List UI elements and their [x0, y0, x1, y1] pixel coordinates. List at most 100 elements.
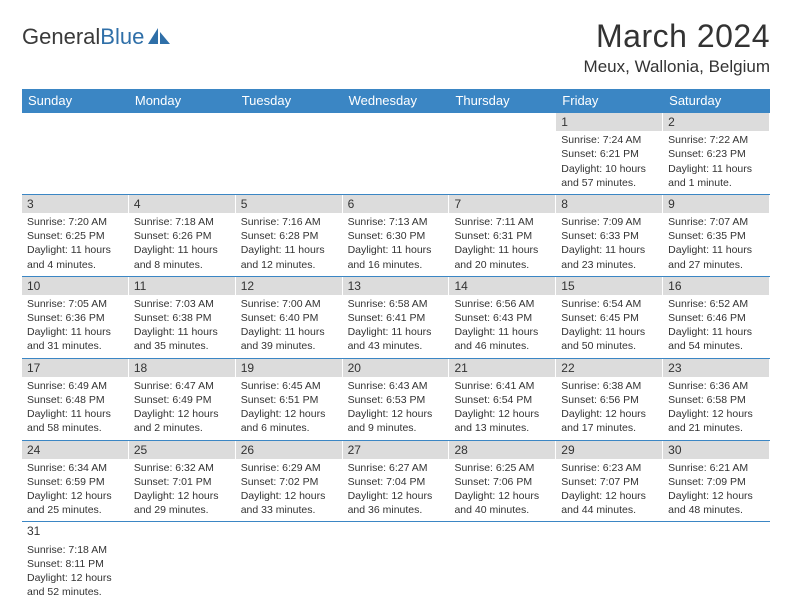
weekday-fri: Friday: [556, 89, 663, 113]
day-number: 9: [663, 195, 769, 213]
day-d1: Daylight: 11 hours: [348, 243, 444, 257]
day-d1: Daylight: 11 hours: [134, 325, 230, 339]
day-cell: [22, 113, 129, 194]
day-d1: Daylight: 12 hours: [134, 489, 230, 503]
day-number: 23: [663, 359, 769, 377]
title-block: March 2024 Meux, Wallonia, Belgium: [584, 18, 770, 77]
day-sr: Sunrise: 6:32 AM: [134, 461, 230, 475]
day-d2: and 1 minute.: [668, 176, 764, 190]
week-row: 24Sunrise: 6:34 AMSunset: 6:59 PMDayligh…: [22, 441, 770, 523]
weeks-container: 1Sunrise: 7:24 AMSunset: 6:21 PMDaylight…: [22, 113, 770, 603]
day-d1: Daylight: 12 hours: [561, 407, 657, 421]
day-d2: and 16 minutes.: [348, 258, 444, 272]
day-sr: Sunrise: 6:25 AM: [454, 461, 550, 475]
day-cell: [343, 522, 450, 603]
day-cell: 1Sunrise: 7:24 AMSunset: 6:21 PMDaylight…: [556, 113, 663, 194]
day-d2: and 21 minutes.: [668, 421, 764, 435]
day-sr: Sunrise: 6:36 AM: [668, 379, 764, 393]
page: GeneralBlue March 2024 Meux, Wallonia, B…: [0, 0, 792, 603]
day-number: 10: [22, 277, 128, 295]
day-d1: Daylight: 12 hours: [454, 407, 550, 421]
day-ss: Sunset: 6:36 PM: [27, 311, 123, 325]
day-d1: Daylight: 12 hours: [134, 407, 230, 421]
day-ss: Sunset: 6:31 PM: [454, 229, 550, 243]
day-ss: Sunset: 7:02 PM: [241, 475, 337, 489]
day-d1: Daylight: 11 hours: [454, 243, 550, 257]
day-cell: 30Sunrise: 6:21 AMSunset: 7:09 PMDayligh…: [663, 441, 770, 522]
day-sr: Sunrise: 6:23 AM: [561, 461, 657, 475]
day-cell: 16Sunrise: 6:52 AMSunset: 6:46 PMDayligh…: [663, 277, 770, 358]
day-sr: Sunrise: 6:34 AM: [27, 461, 123, 475]
day-number: 8: [556, 195, 662, 213]
day-ss: Sunset: 7:01 PM: [134, 475, 230, 489]
day-cell: 3Sunrise: 7:20 AMSunset: 6:25 PMDaylight…: [22, 195, 129, 276]
day-ss: Sunset: 6:48 PM: [27, 393, 123, 407]
day-sr: Sunrise: 6:29 AM: [241, 461, 337, 475]
weekday-thu: Thursday: [449, 89, 556, 113]
day-d2: and 27 minutes.: [668, 258, 764, 272]
day-number: 13: [343, 277, 449, 295]
day-number: 20: [343, 359, 449, 377]
day-cell: [236, 522, 343, 603]
day-cell: 9Sunrise: 7:07 AMSunset: 6:35 PMDaylight…: [663, 195, 770, 276]
day-d2: and 44 minutes.: [561, 503, 657, 517]
week-row: 10Sunrise: 7:05 AMSunset: 6:36 PMDayligh…: [22, 277, 770, 359]
day-d1: Daylight: 11 hours: [241, 325, 337, 339]
day-number: 2: [663, 113, 769, 131]
day-d2: and 48 minutes.: [668, 503, 764, 517]
day-ss: Sunset: 6:40 PM: [241, 311, 337, 325]
day-ss: Sunset: 6:46 PM: [668, 311, 764, 325]
weekday-sun: Sunday: [22, 89, 129, 113]
day-d1: Daylight: 11 hours: [668, 162, 764, 176]
day-d1: Daylight: 12 hours: [668, 407, 764, 421]
day-d2: and 35 minutes.: [134, 339, 230, 353]
day-number: 11: [129, 277, 235, 295]
day-d1: Daylight: 11 hours: [561, 325, 657, 339]
day-number: 22: [556, 359, 662, 377]
day-cell: 28Sunrise: 6:25 AMSunset: 7:06 PMDayligh…: [449, 441, 556, 522]
logo-text-dark: General: [22, 24, 100, 50]
day-d1: Daylight: 12 hours: [668, 489, 764, 503]
weekday-sat: Saturday: [663, 89, 770, 113]
day-d2: and 33 minutes.: [241, 503, 337, 517]
day-number: 4: [129, 195, 235, 213]
day-ss: Sunset: 6:35 PM: [668, 229, 764, 243]
weekday-tue: Tuesday: [236, 89, 343, 113]
day-number: 17: [22, 359, 128, 377]
day-d1: Daylight: 10 hours: [561, 162, 657, 176]
day-sr: Sunrise: 6:56 AM: [454, 297, 550, 311]
day-d2: and 6 minutes.: [241, 421, 337, 435]
day-cell: 2Sunrise: 7:22 AMSunset: 6:23 PMDaylight…: [663, 113, 770, 194]
day-number: 5: [236, 195, 342, 213]
day-sr: Sunrise: 7:16 AM: [241, 215, 337, 229]
day-cell: [236, 113, 343, 194]
day-d2: and 12 minutes.: [241, 258, 337, 272]
day-cell: 10Sunrise: 7:05 AMSunset: 6:36 PMDayligh…: [22, 277, 129, 358]
day-d2: and 46 minutes.: [454, 339, 550, 353]
day-ss: Sunset: 6:45 PM: [561, 311, 657, 325]
calendar: Sunday Monday Tuesday Wednesday Thursday…: [22, 89, 770, 603]
day-cell: [663, 522, 770, 603]
day-d1: Daylight: 12 hours: [454, 489, 550, 503]
day-ss: Sunset: 7:07 PM: [561, 475, 657, 489]
day-number: 16: [663, 277, 769, 295]
day-cell: [129, 113, 236, 194]
day-cell: 14Sunrise: 6:56 AMSunset: 6:43 PMDayligh…: [449, 277, 556, 358]
day-ss: Sunset: 6:30 PM: [348, 229, 444, 243]
day-number: 6: [343, 195, 449, 213]
day-ss: Sunset: 7:04 PM: [348, 475, 444, 489]
logo: GeneralBlue: [22, 18, 172, 50]
day-d2: and 17 minutes.: [561, 421, 657, 435]
logo-text-blue: Blue: [100, 24, 144, 50]
day-cell: [449, 113, 556, 194]
header: GeneralBlue March 2024 Meux, Wallonia, B…: [22, 18, 770, 77]
day-d2: and 20 minutes.: [454, 258, 550, 272]
day-d1: Daylight: 12 hours: [241, 407, 337, 421]
day-cell: [556, 522, 663, 603]
day-number: 15: [556, 277, 662, 295]
day-d2: and 13 minutes.: [454, 421, 550, 435]
day-sr: Sunrise: 7:24 AM: [561, 133, 657, 147]
day-d2: and 4 minutes.: [27, 258, 123, 272]
day-cell: 19Sunrise: 6:45 AMSunset: 6:51 PMDayligh…: [236, 359, 343, 440]
day-d2: and 29 minutes.: [134, 503, 230, 517]
